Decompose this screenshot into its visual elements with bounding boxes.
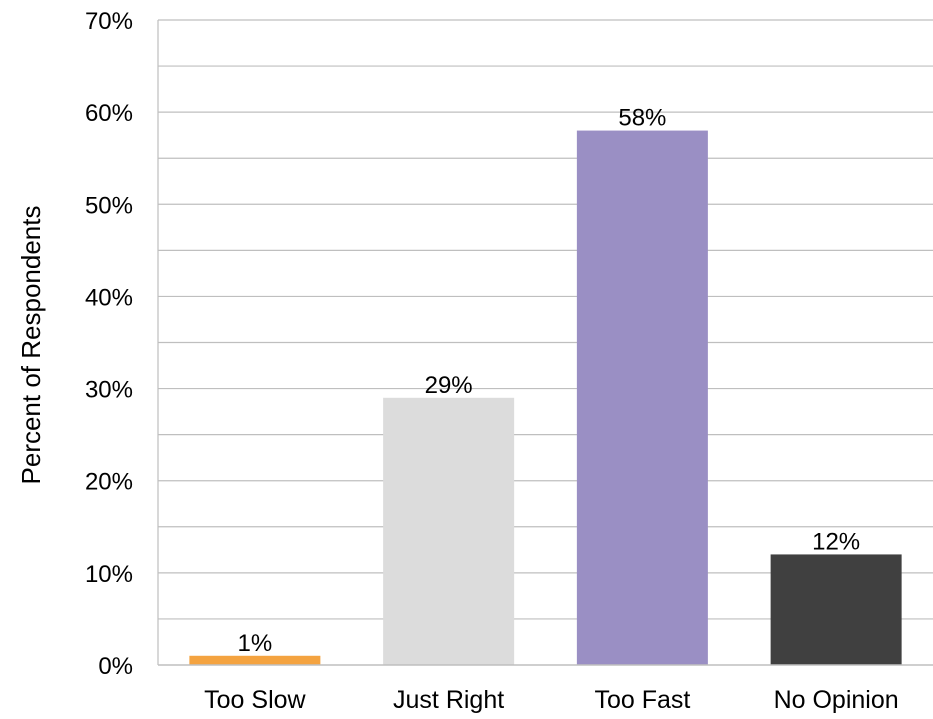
data-label: 58% [618, 105, 666, 132]
bar-just-right [383, 397, 515, 665]
x-tick-label: Just Right [393, 686, 504, 714]
bar-too-slow [189, 655, 321, 665]
y-tick-label: 30% [85, 377, 133, 404]
data-label: 12% [812, 528, 860, 555]
bar-no-opinion [770, 554, 902, 665]
gridlines [157, 19, 933, 665]
y-tick-label: 0% [98, 653, 133, 680]
data-label: 1% [238, 630, 273, 657]
x-tick-label: Too Fast [594, 686, 690, 714]
y-tick-label: 10% [85, 561, 133, 588]
x-axis-category-labels: Too Slow Just Right Too Fast No Opinion [204, 686, 899, 714]
y-tick-label: 60% [85, 100, 133, 127]
data-labels: 1% 29% 58% 12% [238, 105, 861, 657]
y-axis-tick-labels: 0% 10% 20% 30% 40% 50% 60% 70% [85, 8, 133, 680]
x-tick-label: Too Slow [204, 686, 306, 714]
y-tick-label: 40% [85, 284, 133, 311]
y-tick-label: 50% [85, 192, 133, 219]
data-label: 29% [425, 372, 473, 399]
x-tick-label: No Opinion [774, 686, 899, 714]
y-tick-label: 20% [85, 469, 133, 496]
y-tick-label: 70% [85, 8, 133, 35]
bar-too-fast [576, 130, 708, 666]
y-axis-title: Percent of Respondents [16, 206, 46, 485]
bars [189, 130, 902, 666]
